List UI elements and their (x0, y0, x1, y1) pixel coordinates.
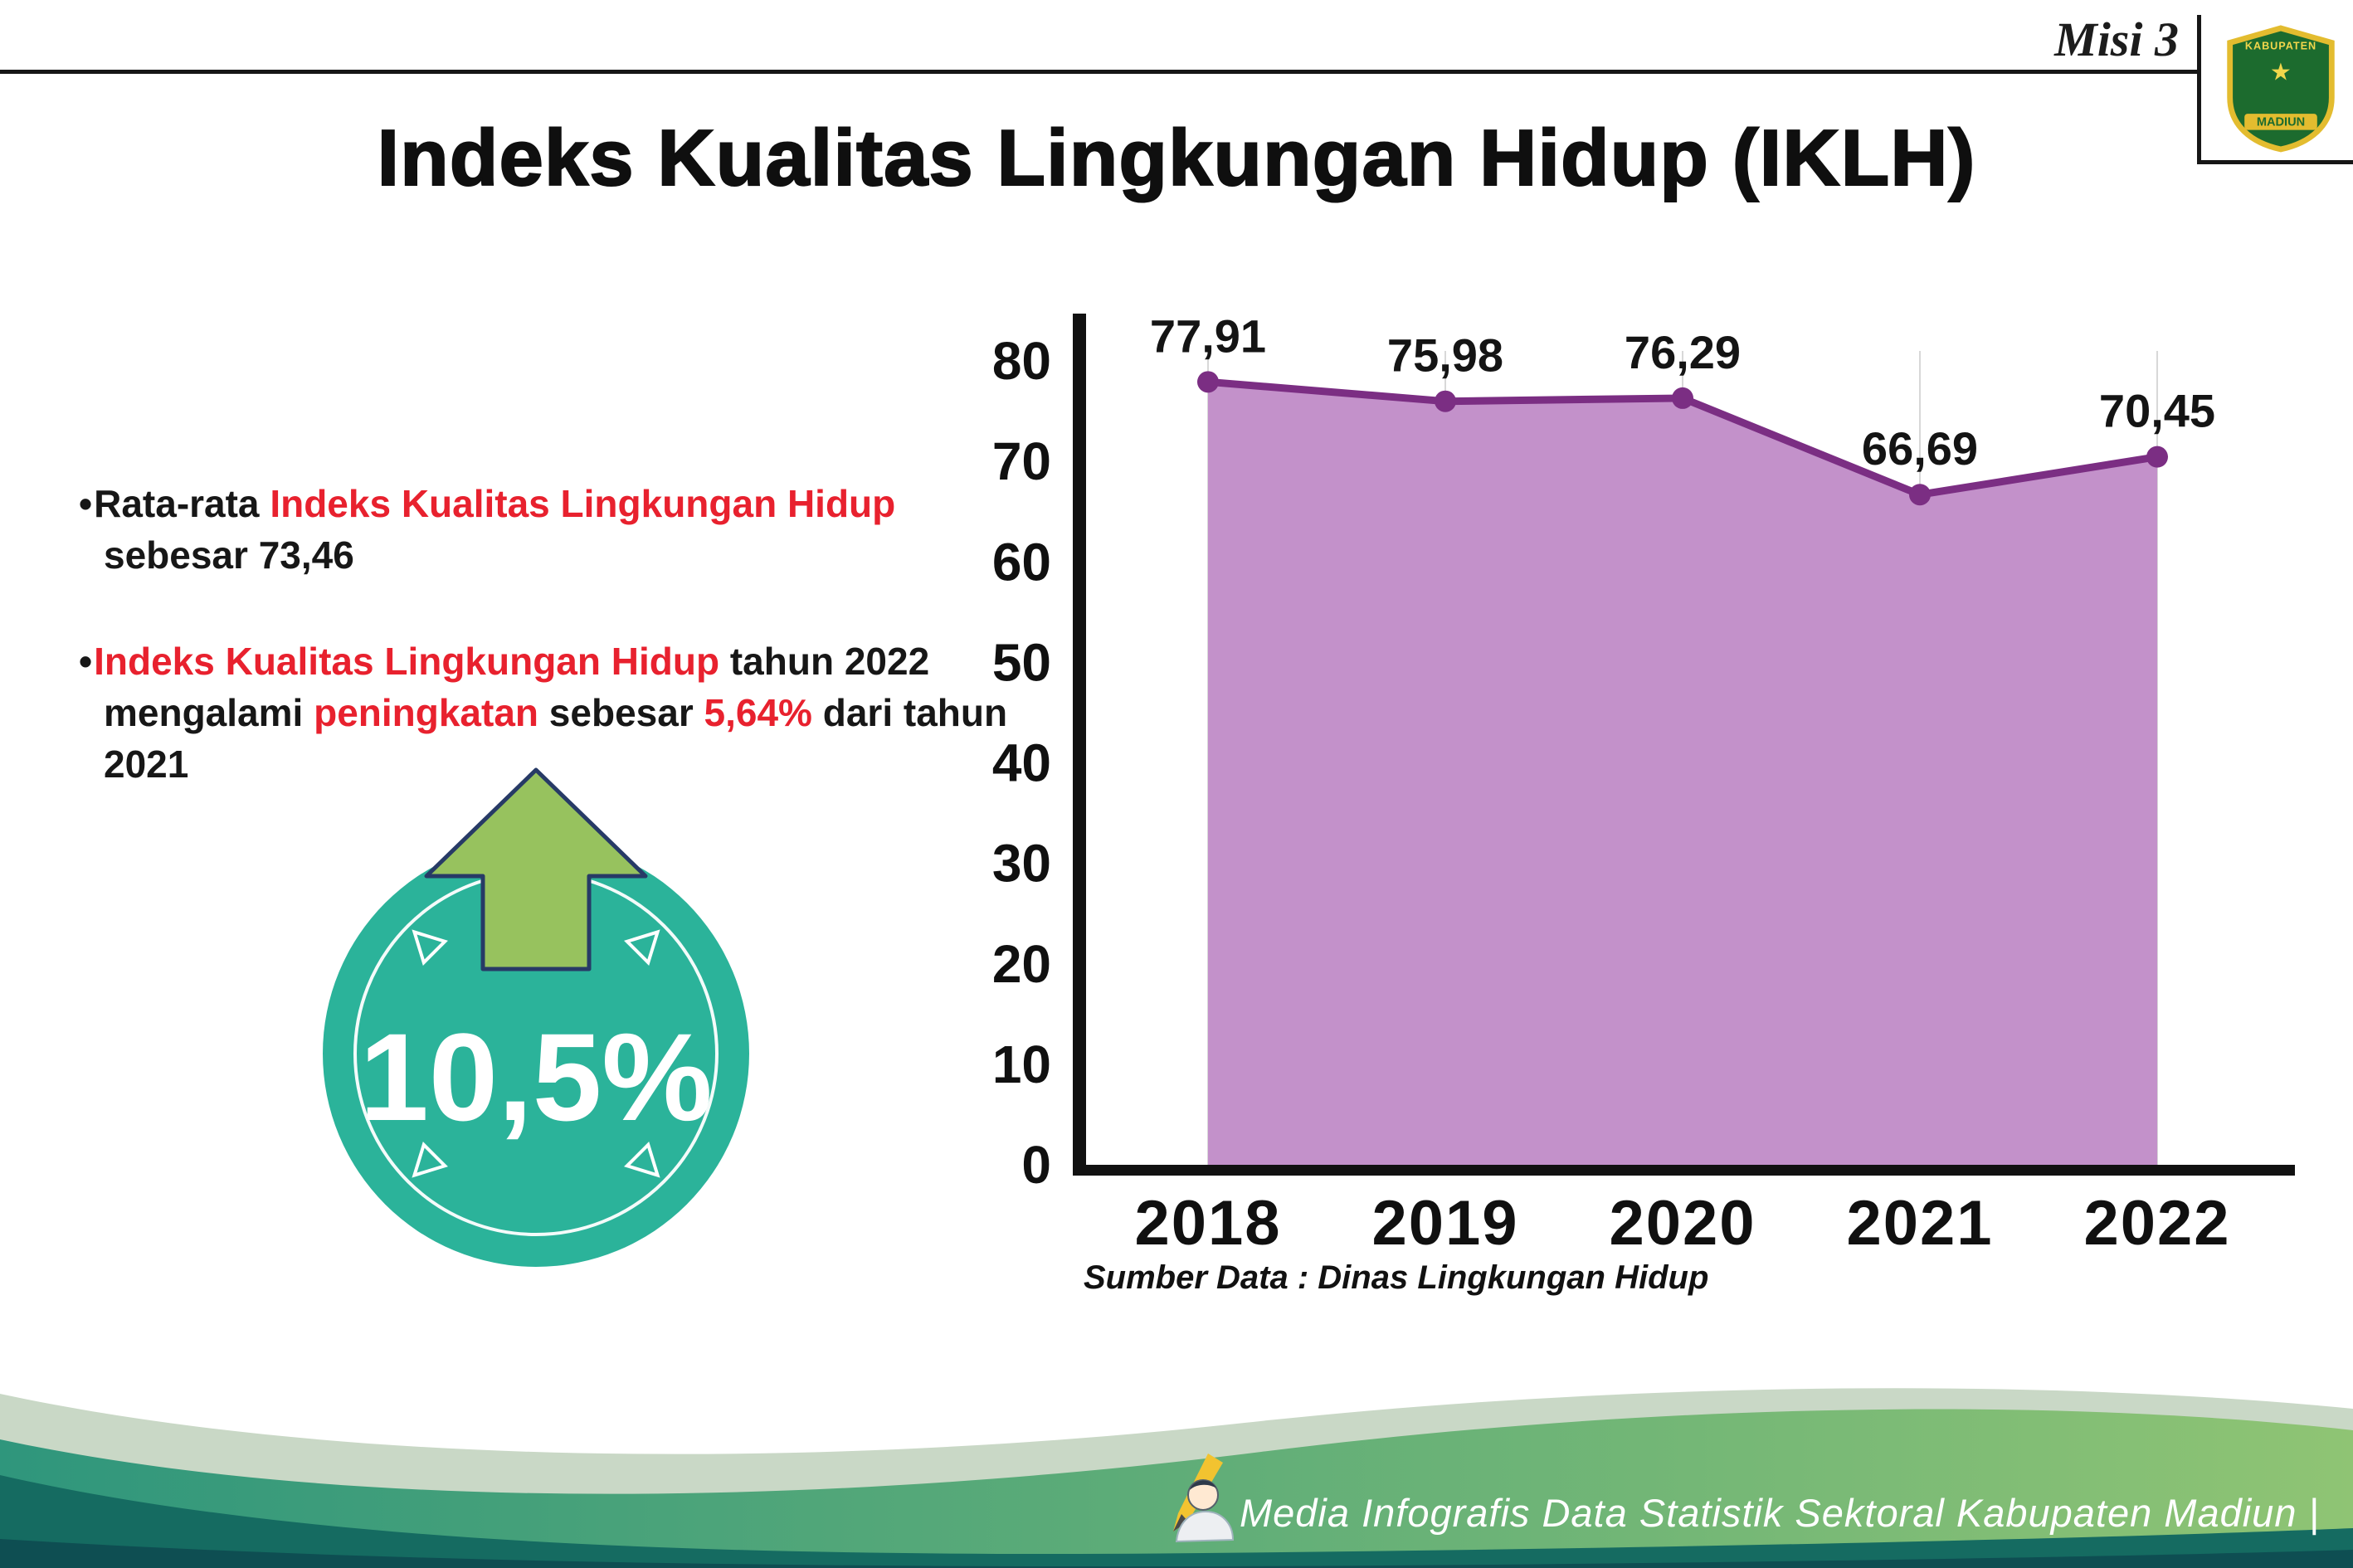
chart-point (2146, 446, 2168, 468)
chart-point (1672, 387, 1693, 409)
mascot-hair (1190, 1480, 1216, 1490)
x-tick-label: 2022 (2083, 1188, 2230, 1259)
y-tick-label: 80 (992, 331, 1051, 391)
footer-waves (0, 1388, 2353, 1568)
chart-area (1208, 382, 2157, 1165)
value-label: 75,98 (1387, 329, 1503, 382)
value-label: 66,69 (1862, 422, 1978, 475)
chart-source-caption: Sumber Data : Dinas Lingkungan Hidup (1084, 1259, 1709, 1296)
y-tick-label: 10 (992, 1035, 1051, 1094)
body-text: sebesar 73,46 (104, 533, 354, 577)
page-title: Indeks Kualitas Lingkungan Hidup (IKLH) (376, 113, 1976, 203)
badge-circle (323, 840, 749, 1267)
y-axis (1073, 314, 1086, 1176)
bullet-list: •Rata-rata Indeks Kualitas Lingkungan Hi… (79, 478, 1008, 845)
x-tick-label: 2018 (1134, 1188, 1281, 1259)
y-tick-label: 20 (992, 934, 1051, 994)
bullet-dot: • (79, 640, 93, 684)
logo-border-horizontal (2197, 160, 2353, 164)
logo-top-text: KABUPATEN (2245, 40, 2316, 51)
highlighted-text: 5,64% (704, 691, 812, 735)
y-tick-label: 40 (992, 733, 1051, 793)
bullet-item: •Indeks Kualitas Lingkungan Hidup tahun … (79, 635, 1008, 790)
top-rule (0, 70, 2199, 74)
y-tick-label: 70 (992, 431, 1051, 491)
chart-point (1909, 484, 1931, 506)
highlighted-text: Indeks Kualitas Lingkungan Hidup (270, 482, 896, 525)
value-label: 77,91 (1150, 309, 1266, 362)
x-tick-label: 2020 (1609, 1188, 1756, 1259)
wave-green (0, 1409, 2353, 1568)
x-tick-label: 2019 (1371, 1188, 1518, 1259)
mascot-head (1187, 1479, 1219, 1511)
bullet-dot: • (79, 482, 93, 525)
y-tick-label: 50 (992, 632, 1051, 692)
kabupaten-madiun-logo: KABUPATEN ★ MADIUN (2227, 25, 2335, 153)
body-text: sebesar (538, 691, 704, 735)
body-text: tahun 2022 mengalami (104, 640, 930, 735)
chart-point (1197, 371, 1219, 393)
value-label: 76,29 (1625, 326, 1741, 378)
up-arrow-icon (424, 767, 648, 971)
mascot-icon (1173, 1454, 1235, 1543)
body-text: Rata-rata (94, 482, 270, 525)
highlighted-text: Indeks Kualitas Lingkungan Hidup (94, 640, 720, 684)
increase-badge: 10,5% (323, 767, 749, 1267)
iklh-area-chart: 0 10 20 30 40 50 60 70 80 2018 2019 2020 2021 2022 77,… (992, 309, 2295, 1259)
x-axis (1073, 1165, 2295, 1176)
mascot-body (1175, 1510, 1235, 1543)
body-text: dari tahun 2021 (104, 691, 1008, 786)
footer-caption: Media Infografis Data Statistik Sektoral… (1240, 1491, 2320, 1535)
y-tick-label: 60 (992, 532, 1051, 592)
logo-banner (2244, 114, 2317, 130)
highlighted-text: peningkatan (314, 691, 539, 735)
logo-border-vertical (2197, 15, 2201, 164)
logo-bottom-text: MADIUN (2257, 116, 2305, 129)
value-label: 70,45 (2099, 385, 2215, 437)
pencil-tip (1173, 1514, 1188, 1531)
x-tick-label: 2021 (1846, 1188, 1993, 1259)
chart-point (1435, 390, 1456, 412)
badge-value: 10,5% (359, 1007, 712, 1147)
y-tick-label: 0 (1021, 1135, 1051, 1195)
y-tick-label: 30 (992, 834, 1051, 894)
wave-deep (0, 1539, 2353, 1568)
star-icon: ★ (2270, 59, 2292, 85)
misi-label: Misi 3 (2054, 12, 2179, 66)
wave-dark-teal (0, 1475, 2353, 1568)
bullet-item: •Rata-rata Indeks Kualitas Lingkungan Hi… (79, 478, 1008, 581)
badge-tick-triangles (412, 929, 660, 1178)
